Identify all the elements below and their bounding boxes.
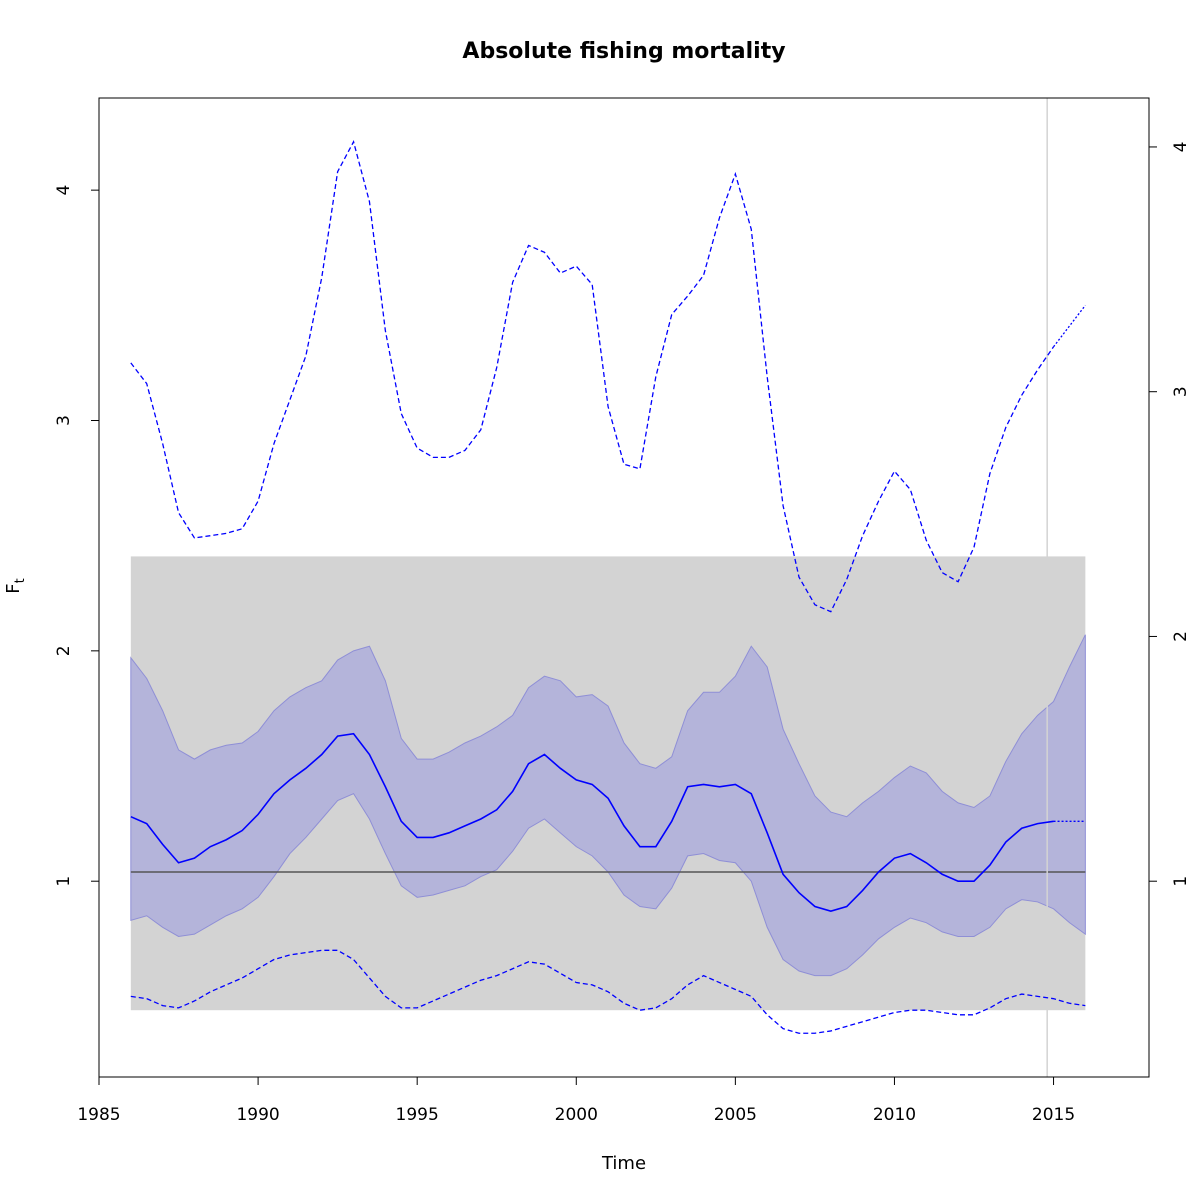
y-axis-label-subscript: t [13, 578, 28, 583]
y-right-tick-label: 3 [1171, 386, 1191, 397]
x-tick-label: 1995 [396, 1105, 439, 1125]
x-axis-label: Time [601, 1153, 646, 1174]
axes: 1985 1990 1995 2000 2005 2010 2015 1 2 3 4 1 2 3 4 [54, 142, 1191, 1125]
x-tick-label: 2005 [714, 1105, 757, 1125]
y-axis-label-main: F [3, 583, 24, 593]
x-tick-label: 1990 [236, 1105, 279, 1125]
outer-upper-projection-line [1053, 304, 1086, 348]
y-left-tick-label: 1 [54, 876, 74, 887]
y-right-tick-label: 1 [1171, 876, 1191, 887]
confidence-interval-band [130, 634, 1086, 977]
x-tick-label: 2000 [555, 1105, 598, 1125]
y-right-tick-label: 2 [1171, 631, 1191, 642]
y-left-tick-label: 4 [54, 185, 74, 196]
y-right-tick-label: 4 [1171, 142, 1191, 153]
chart-title: Absolute fishing mortality [462, 39, 785, 64]
estimate-line [130, 732, 1054, 912]
plot-area [130, 98, 1086, 1077]
outer-lower-dashed-line [130, 949, 1086, 1034]
outer-upper-dashed-line [130, 140, 1055, 613]
y-axis-label: Ft [3, 578, 28, 593]
x-tick-label: 1985 [77, 1105, 120, 1125]
x-tick-label: 2010 [873, 1105, 916, 1125]
y-left-tick-label: 2 [54, 645, 74, 656]
svg-text:Ft: Ft [3, 578, 28, 593]
y-left-tick-label: 3 [54, 415, 74, 426]
x-tick-label: 2015 [1032, 1105, 1075, 1125]
